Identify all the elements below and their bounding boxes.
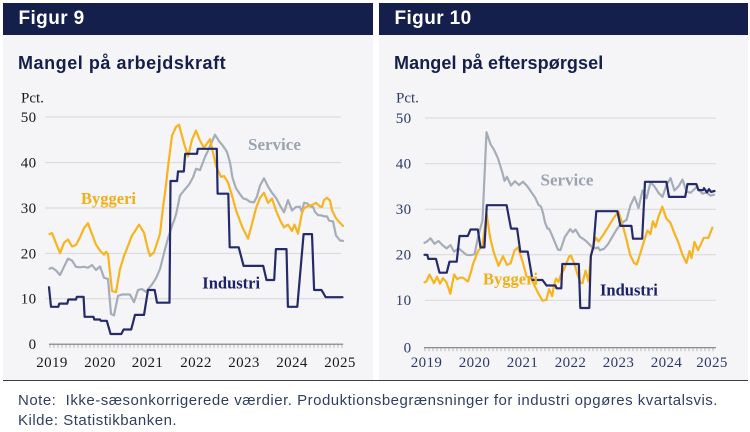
svg-text:0: 0 <box>404 340 412 356</box>
svg-text:2022: 2022 <box>555 355 587 371</box>
svg-text:Pct.: Pct. <box>396 91 419 107</box>
svg-text:50: 50 <box>396 111 412 127</box>
svg-text:2021: 2021 <box>132 355 164 371</box>
svg-text:2024: 2024 <box>276 355 308 371</box>
svg-text:50: 50 <box>21 110 37 126</box>
svg-text:Service: Service <box>541 171 594 190</box>
svg-text:2025: 2025 <box>696 355 728 371</box>
svg-text:2020: 2020 <box>84 355 116 371</box>
svg-text:10: 10 <box>396 293 412 309</box>
svg-text:2025: 2025 <box>324 355 356 371</box>
svg-text:20: 20 <box>21 246 37 262</box>
svg-text:Industri: Industri <box>600 281 658 300</box>
svg-text:30: 30 <box>396 202 412 218</box>
svg-text:Byggeri: Byggeri <box>483 270 538 289</box>
svg-text:2023: 2023 <box>603 355 635 371</box>
svg-text:30: 30 <box>21 201 37 217</box>
svg-text:Byggeri: Byggeri <box>81 189 136 208</box>
svg-text:2022: 2022 <box>180 355 212 371</box>
svg-text:40: 40 <box>21 156 37 172</box>
svg-text:2019: 2019 <box>36 355 68 371</box>
svg-text:10: 10 <box>21 292 37 308</box>
svg-text:20: 20 <box>396 248 412 264</box>
svg-text:2023: 2023 <box>228 355 260 371</box>
svg-text:Industri: Industri <box>202 273 260 292</box>
svg-text:Pct.: Pct. <box>21 91 44 107</box>
svg-text:Service: Service <box>248 135 301 154</box>
svg-text:2020: 2020 <box>459 355 491 371</box>
svg-text:2021: 2021 <box>507 355 539 371</box>
svg-text:2024: 2024 <box>651 355 683 371</box>
svg-text:2019: 2019 <box>411 355 443 371</box>
svg-text:0: 0 <box>29 337 37 353</box>
svg-text:40: 40 <box>396 157 412 173</box>
